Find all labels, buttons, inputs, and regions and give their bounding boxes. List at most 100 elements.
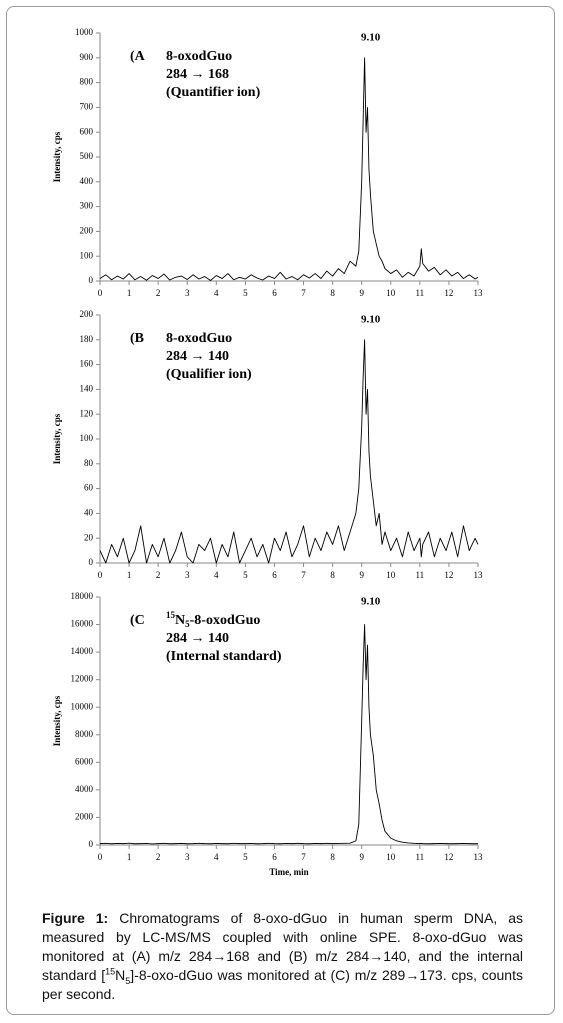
annotation-part: -8-oxodGuo: [190, 613, 261, 628]
x-tick-label: 2: [156, 852, 161, 862]
x-tick-label: 0: [98, 288, 103, 298]
chromatogram-line: [99, 57, 479, 281]
x-tick-label: 12: [444, 852, 453, 862]
x-tick-label: 4: [214, 852, 219, 862]
annotation: 8-oxodGuo: [166, 331, 232, 346]
panel-label: (A: [130, 49, 146, 64]
x-tick-label: 9: [359, 852, 364, 862]
annotation-part: N: [175, 613, 185, 628]
y-tick-label: 200: [80, 309, 94, 319]
peak-label: 9.10: [361, 596, 381, 608]
y-tick-label: 16000: [71, 619, 94, 629]
x-tick-label: 5: [243, 288, 248, 298]
y-tick-label: 400: [80, 176, 94, 186]
y-tick-label: 4000: [75, 784, 94, 794]
chromatogram-line: [99, 339, 479, 564]
annotation: (Internal standard): [166, 649, 282, 664]
annotation: 284 → 140: [166, 631, 229, 646]
x-tick-label: 1: [127, 852, 132, 862]
y-tick-label: 200: [80, 225, 94, 235]
x-tick-label: 7: [301, 852, 306, 862]
y-tick-label: 6000: [75, 756, 94, 766]
x-tick-label: 7: [301, 570, 306, 580]
annotation: 284 → 168: [166, 67, 229, 82]
x-tick-label: 7: [301, 288, 306, 298]
y-tick-label: 600: [80, 126, 94, 136]
y-tick-label: 18000: [71, 591, 94, 601]
y-axis-label: Intensity, cps: [52, 413, 62, 464]
y-tick-label: 500: [80, 151, 94, 161]
y-tick-label: 140: [80, 383, 94, 393]
x-tick-label: 1: [127, 288, 132, 298]
y-tick-label: 100: [80, 250, 94, 260]
annotation: 15N5-8-oxodGuo: [166, 610, 260, 629]
y-tick-label: 0: [89, 275, 94, 285]
x-tick-label: 9: [359, 570, 364, 580]
y-tick-label: 20: [84, 532, 94, 542]
peak-label: 9.10: [361, 32, 381, 44]
x-tick-label: 10: [386, 288, 396, 298]
y-tick-label: 900: [80, 52, 94, 62]
caption-sub: 5: [125, 975, 131, 986]
y-tick-label: 800: [80, 77, 94, 87]
x-tick-label: 3: [185, 288, 190, 298]
x-tick-label: 3: [185, 852, 190, 862]
y-tick-label: 10000: [71, 701, 94, 711]
y-tick-label: 40: [84, 507, 94, 517]
x-tick-label: 12: [444, 288, 453, 298]
x-tick-label: 6: [272, 288, 277, 298]
x-tick-label: 9: [359, 288, 364, 298]
x-tick-label: 6: [272, 852, 277, 862]
caption-text: Chromatograms of 8-oxo-dGuo in human spe…: [42, 910, 523, 983]
y-tick-label: 80: [84, 458, 94, 468]
chromatogram-line: [99, 624, 479, 845]
caption-label: Figure 1:: [42, 910, 109, 926]
x-tick-label: 10: [386, 570, 396, 580]
x-tick-label: 11: [416, 288, 425, 298]
y-tick-label: 180: [80, 334, 94, 344]
x-tick-label: 11: [416, 852, 425, 862]
y-tick-label: 60: [84, 483, 94, 493]
x-tick-label: 0: [98, 852, 103, 862]
panel-label: (B: [130, 331, 144, 346]
x-tick-label: 1: [127, 570, 132, 580]
x-tick-label: 10: [386, 852, 396, 862]
x-tick-label: 4: [214, 570, 219, 580]
annotation: 8-oxodGuo: [166, 49, 232, 64]
x-tick-label: 0: [98, 570, 103, 580]
x-tick-label: 6: [272, 570, 277, 580]
y-tick-label: 300: [80, 201, 94, 211]
caption-text: ]-8-oxo-dGuo was monitored at (C) m/z 28…: [42, 967, 523, 1002]
x-tick-label: 13: [474, 570, 484, 580]
y-tick-label: 2000: [75, 812, 94, 822]
y-tick-label: 0: [89, 557, 94, 567]
x-tick-label: 4: [214, 288, 219, 298]
x-tick-label: 8: [330, 288, 335, 298]
x-tick-label: 5: [243, 852, 248, 862]
annotation: (Qualifier ion): [166, 367, 252, 382]
x-tick-label: 8: [330, 570, 335, 580]
figure-caption: Figure 1: Chromatograms of 8-oxo-dGuo in…: [42, 909, 523, 1004]
caption-sup: 15: [105, 966, 116, 977]
x-axis-label: Time, min: [269, 867, 308, 877]
x-tick-label: 11: [416, 570, 425, 580]
y-tick-label: 100: [80, 433, 94, 443]
y-tick-label: 12000: [71, 674, 94, 684]
x-tick-label: 8: [330, 852, 335, 862]
x-tick-label: 2: [156, 288, 161, 298]
annotation: 284 → 140: [166, 349, 229, 364]
x-tick-label: 12: [444, 570, 453, 580]
y-tick-label: 1000: [75, 27, 94, 37]
y-tick-label: 160: [80, 359, 94, 369]
annotation-part: 15: [166, 610, 176, 620]
x-tick-label: 13: [474, 288, 484, 298]
y-axis-label: Intensity, cps: [52, 695, 62, 746]
x-tick-label: 2: [156, 570, 161, 580]
x-tick-label: 13: [474, 852, 484, 862]
panel-label: (C: [130, 613, 145, 628]
x-tick-label: 5: [243, 570, 248, 580]
y-tick-label: 8000: [75, 729, 94, 739]
y-tick-label: 0: [89, 839, 94, 849]
